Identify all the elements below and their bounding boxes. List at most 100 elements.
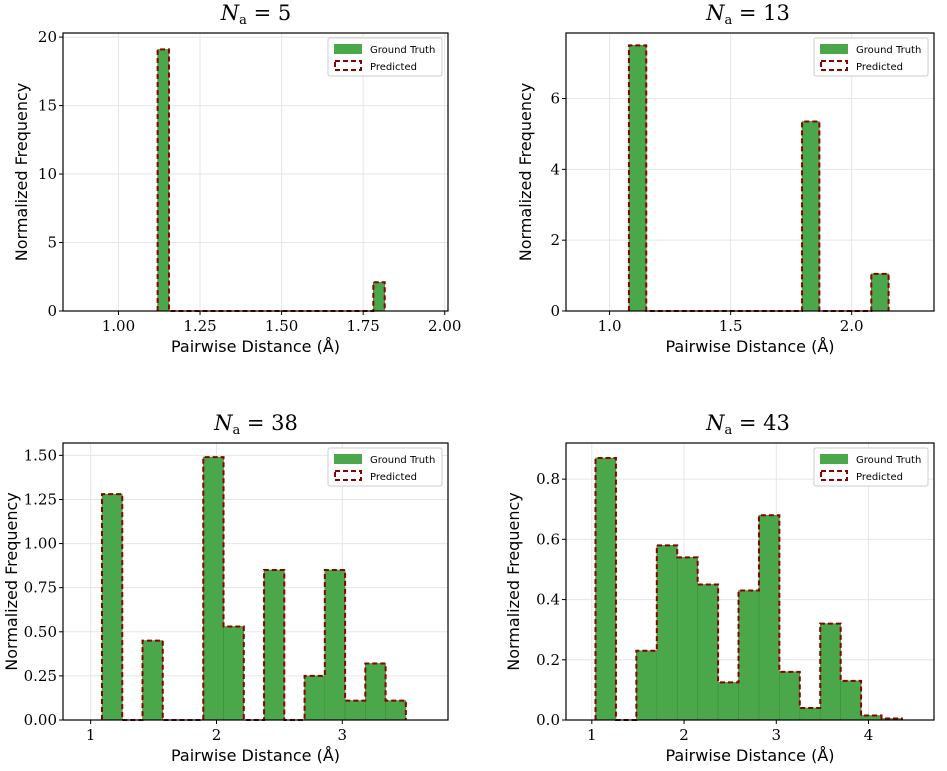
ground-truth-bar	[142, 640, 164, 721]
y-tick-label: 0	[550, 302, 560, 320]
x-tick-label: 1.00	[102, 317, 135, 335]
ground-truth-bar	[840, 680, 862, 721]
axes-frame	[565, 32, 935, 312]
x-tick-label: 1	[587, 726, 597, 744]
ground-truth-bar	[223, 626, 245, 721]
legend: Ground Truth Predicted	[327, 447, 443, 487]
legend-label-ground-truth: Ground Truth	[856, 45, 921, 56]
x-tick-label: 3	[338, 726, 348, 744]
chart-title: Na = 43	[705, 411, 790, 438]
y-tick-label: 1.00	[24, 535, 57, 553]
y-tick-label: 0.25	[24, 667, 57, 685]
legend-swatch-predicted	[820, 60, 848, 71]
axes-frame	[62, 442, 449, 721]
y-tick-label: 0.8	[536, 470, 560, 488]
predicted-outline	[594, 457, 903, 721]
x-axis-label: Pairwise Distance (Å)	[171, 746, 340, 765]
y-tick-label: 0.4	[536, 591, 560, 609]
ground-truth-bar	[738, 590, 760, 721]
y-tick-label: 0.0	[536, 711, 560, 729]
x-axis-label: Pairwise Distance (Å)	[665, 746, 834, 765]
ground-truth-bar	[758, 514, 780, 721]
y-tick-label: 0.75	[24, 579, 57, 597]
predicted-outline	[156, 48, 386, 312]
x-tick-label: 1.5	[719, 317, 743, 335]
chart-panel-2: 1.0 1.5 2.0 0 2 4 6 Pairwise Distance (Å) Normal…	[516, 1, 935, 356]
x-axis-label: Pairwise Distance (Å)	[171, 337, 340, 356]
x-tick-label: 1.25	[183, 317, 216, 335]
ground-truth-bar	[304, 675, 326, 721]
legend-swatch-ground-truth	[820, 454, 848, 464]
ground-truth-bar	[595, 457, 617, 721]
ground-truth-bar	[385, 700, 407, 721]
chart-panel-1: 1.00 1.25 1.50 1.75 2.00 0 5 10 15 20 Pairwise Dis…	[12, 1, 461, 356]
y-tick-label: 20	[38, 28, 57, 46]
y-tick-label: 10	[38, 165, 57, 183]
ground-truth-bar	[365, 663, 386, 721]
ground-truth-bar	[697, 584, 719, 721]
legend-swatch-predicted	[820, 470, 848, 481]
legend-swatch-ground-truth	[334, 454, 362, 464]
y-tick-label: 4	[550, 160, 560, 178]
y-tick-label: 0	[47, 302, 57, 320]
x-tick-label: 1.0	[598, 317, 622, 335]
ground-truth-bar	[636, 650, 658, 721]
ground-truth-bar	[779, 671, 801, 721]
y-axis-label: Normalized Frequency	[516, 83, 535, 261]
y-tick-label: 6	[550, 90, 560, 108]
y-tick-label: 1.50	[24, 446, 57, 464]
legend-swatch-predicted	[334, 470, 362, 481]
chart-title: Na = 5	[220, 1, 291, 28]
y-tick-label: 15	[38, 97, 57, 115]
y-tick-label: 1.25	[24, 490, 57, 508]
ground-truth-bar	[870, 273, 889, 312]
x-tick-label: 2.00	[428, 317, 461, 335]
chart-title: Na = 38	[213, 411, 298, 438]
legend-swatch-predicted	[334, 60, 362, 71]
ground-truth-bar	[101, 493, 123, 721]
axes-frame	[565, 442, 935, 721]
y-tick-label: 5	[47, 234, 57, 252]
ground-truth-bar	[801, 121, 820, 312]
x-tick-label: 2.0	[840, 317, 864, 335]
y-tick-label: 0.00	[24, 711, 57, 729]
legend-label-predicted: Predicted	[856, 472, 903, 483]
chart-panel-3: 1 2 3 0.00 0.25 0.50 0.75 1.00 1.25 1.50 Pairwise …	[2, 411, 449, 765]
legend-label-ground-truth: Ground Truth	[856, 455, 921, 466]
x-tick-label: 2	[679, 726, 689, 744]
legend: Ground Truth Predicted	[813, 37, 929, 77]
ground-truth-bar	[717, 682, 739, 721]
x-tick-label: 1.50	[265, 317, 298, 335]
x-tick-label: 4	[864, 726, 874, 744]
y-axis-label: Normalized Frequency	[504, 492, 523, 670]
ground-truth-bar	[202, 456, 224, 721]
y-tick-label: 0.6	[536, 530, 560, 548]
ground-truth-bar	[344, 700, 366, 721]
legend-label-ground-truth: Ground Truth	[370, 455, 435, 466]
ground-truth-bar	[373, 281, 386, 312]
legend: Ground Truth Predicted	[327, 37, 443, 77]
y-tick-label: 2	[550, 231, 560, 249]
legend-label-ground-truth: Ground Truth	[370, 45, 435, 56]
legend-label-predicted: Predicted	[370, 472, 417, 483]
ground-truth-bar	[324, 569, 346, 721]
predicted-outline	[627, 44, 890, 312]
x-tick-label: 3	[772, 726, 782, 744]
chart-title: Na = 13	[705, 1, 790, 28]
ground-truth-bar	[799, 707, 821, 721]
ground-truth-bar	[157, 49, 170, 312]
legend: Ground Truth Predicted	[813, 447, 929, 487]
chart-panel-4: 1 2 3 4 0.0 0.2 0.4 0.6 0.8 Pairwise Distance (Å)…	[504, 411, 935, 765]
y-tick-label: 0.50	[24, 623, 57, 641]
axes-frame	[62, 32, 449, 312]
ground-truth-bar	[819, 623, 841, 721]
legend-label-predicted: Predicted	[370, 62, 417, 73]
x-tick-label: 1	[86, 726, 96, 744]
y-tick-label: 0.2	[536, 651, 560, 669]
legend-swatch-ground-truth	[334, 44, 362, 54]
y-axis-label: Normalized Frequency	[2, 492, 21, 670]
y-axis-label: Normalized Frequency	[12, 83, 31, 261]
x-tick-label: 2	[212, 726, 222, 744]
ground-truth-bar	[676, 557, 698, 721]
